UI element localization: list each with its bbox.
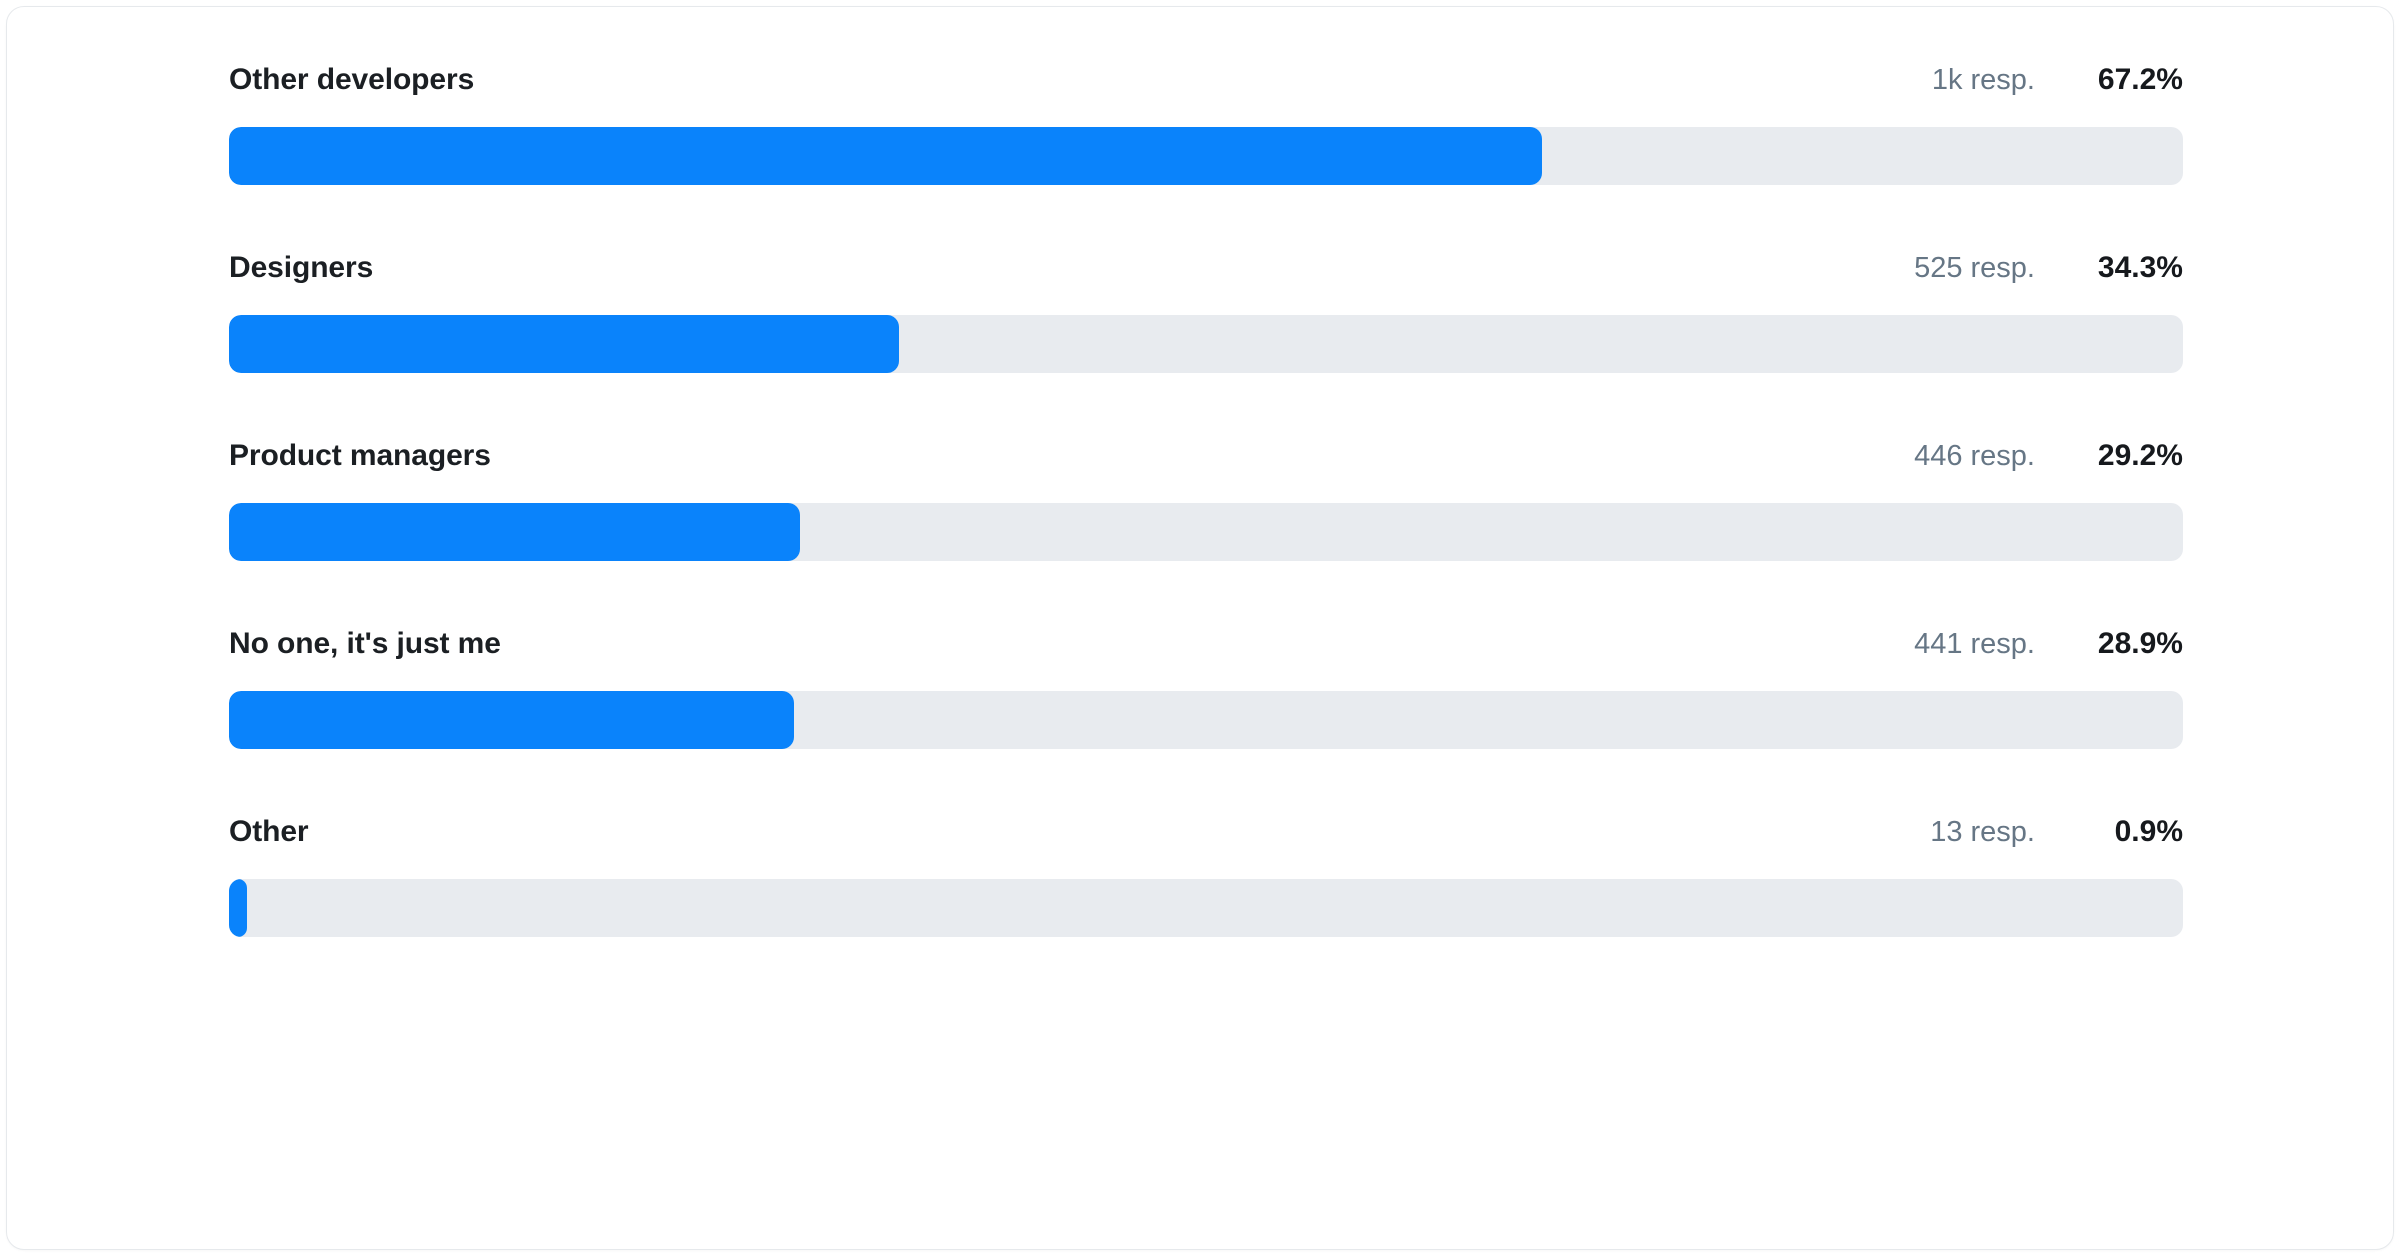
bar-fill — [229, 127, 1543, 185]
bar-row: Other 13 resp. 0.9% — [229, 815, 2183, 937]
bar-category-label: Designers — [229, 251, 374, 284]
bar-track — [229, 127, 2183, 185]
bar-stats: 446 resp. 29.2% — [1914, 439, 2183, 473]
bar-row: Other developers 1k resp. 67.2% — [229, 63, 2183, 185]
bar-header: Product managers 446 resp. 29.2% — [229, 439, 2183, 479]
bar-percent-value: 29.2% — [2097, 439, 2183, 472]
bar-stats: 525 resp. 34.3% — [1914, 251, 2183, 285]
bar-track — [229, 315, 2183, 373]
bar-category-label: Other — [229, 815, 309, 848]
bar-response-count: 446 resp. — [1914, 440, 2035, 472]
bar-response-count: 1k resp. — [1931, 64, 2035, 96]
horizontal-bar-chart: Other developers 1k resp. 67.2% Designer… — [229, 63, 2183, 937]
bar-fill — [229, 315, 900, 373]
bar-response-count: 441 resp. — [1914, 628, 2035, 660]
bar-fill — [229, 503, 800, 561]
bar-fill — [229, 691, 794, 749]
bar-row: Product managers 446 resp. 29.2% — [229, 439, 2183, 561]
bar-percent-value: 67.2% — [2097, 63, 2183, 96]
bar-percent-value: 28.9% — [2097, 627, 2183, 660]
bar-category-label: Other developers — [229, 63, 475, 96]
bar-stats: 13 resp. 0.9% — [1930, 815, 2183, 849]
bar-header: Other 13 resp. 0.9% — [229, 815, 2183, 855]
bar-percent-value: 0.9% — [2114, 815, 2183, 848]
bar-stats: 1k resp. 67.2% — [1932, 63, 2183, 97]
bar-header: Other developers 1k resp. 67.2% — [229, 63, 2183, 103]
bar-category-label: Product managers — [229, 439, 491, 472]
bar-stats: 441 resp. 28.9% — [1914, 627, 2183, 661]
bar-track — [229, 503, 2183, 561]
bar-track — [229, 879, 2183, 937]
bar-category-label: No one, it's just me — [229, 627, 501, 660]
bar-track — [229, 691, 2183, 749]
bar-response-count: 525 resp. — [1914, 252, 2035, 284]
bar-percent-value: 34.3% — [2097, 251, 2183, 284]
bar-response-count: 13 resp. — [1930, 816, 2035, 848]
bar-row: Designers 525 resp. 34.3% — [229, 251, 2183, 373]
bar-fill — [229, 879, 247, 937]
survey-results-card: Other developers 1k resp. 67.2% Designer… — [6, 6, 2394, 1250]
bar-header: No one, it's just me 441 resp. 28.9% — [229, 627, 2183, 667]
bar-row: No one, it's just me 441 resp. 28.9% — [229, 627, 2183, 749]
bar-header: Designers 525 resp. 34.3% — [229, 251, 2183, 291]
